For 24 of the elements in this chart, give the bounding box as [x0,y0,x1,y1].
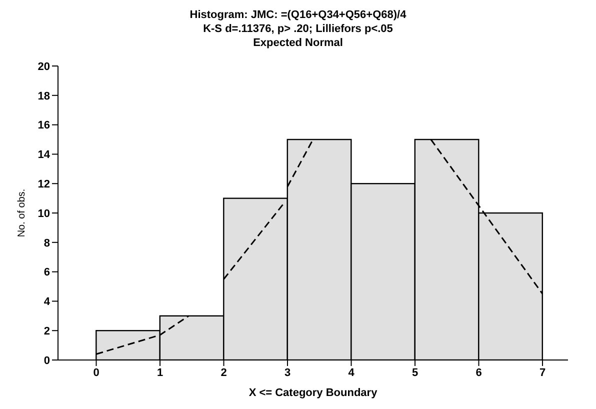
chart-subtitle: K-S d=.11376, p> .20; Lilliefors p<.05 [202,22,394,36]
y-tick-label: 4 [44,296,51,308]
y-tick-label: 6 [44,266,50,279]
x-tick-label: 6 [476,366,482,379]
y-axis-title: No. of obs. [16,188,28,238]
x-tick-label: 2 [220,366,227,379]
x-tick-label: 3 [284,366,291,379]
x-axis-title: X <= Category Boundary [248,387,378,399]
y-tick-label: 20 [38,60,50,73]
x-tick-label: 4 [348,366,356,379]
y-tick-label: 16 [38,120,50,132]
y-tick-label: 12 [38,178,50,191]
y-tick-label: 8 [44,237,50,250]
x-tick-label: 5 [412,366,418,379]
y-tick-label: 10 [38,208,50,220]
text: Expected Normal [252,36,344,50]
y-tick-label: 14 [38,149,51,162]
x-tick-label: 0 [93,366,100,379]
chart-title: Histogram: JMC: =(Q16+Q34+Q56+Q68)/4 [188,8,408,22]
y-tick-label: 18 [38,90,50,102]
x-tick-label: 1 [156,366,164,379]
y-tick-label: 2 [44,326,50,338]
x-tick-label: 7 [539,366,546,379]
y-tick-label: 0 [44,354,50,367]
